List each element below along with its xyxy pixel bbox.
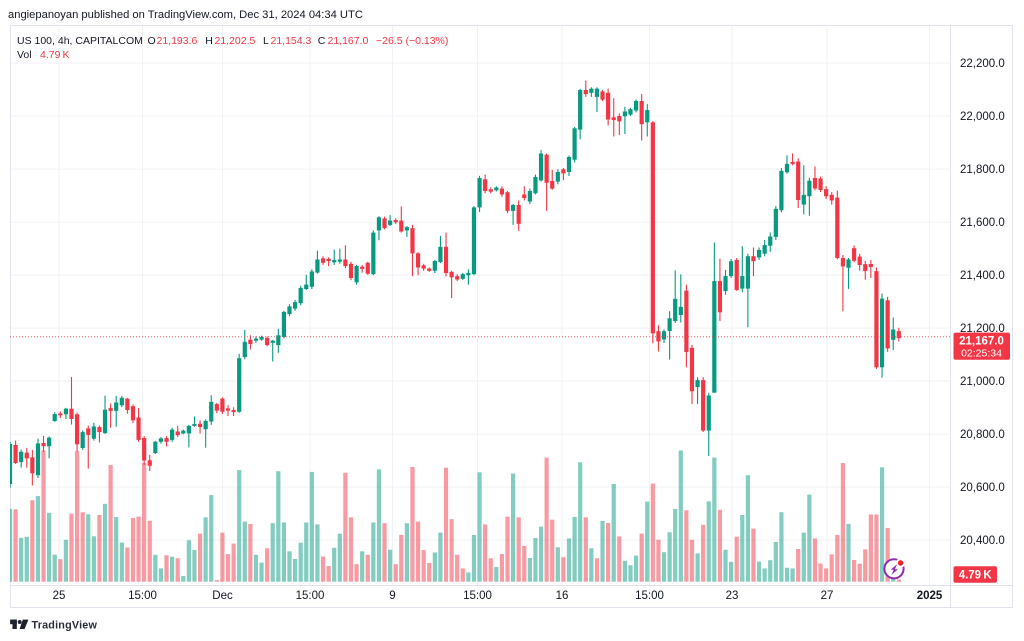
svg-text:22,200.0: 22,200.0 — [960, 58, 1005, 70]
svg-text:angiepanoyan published on Trad: angiepanoyan published on TradingView.co… — [8, 9, 363, 21]
svg-text:02:25:34: 02:25:34 — [961, 347, 1002, 359]
svg-text:20,600.0: 20,600.0 — [960, 482, 1005, 494]
svg-text:22,000.0: 22,000.0 — [960, 111, 1005, 123]
svg-text:4.79 K: 4.79 K — [959, 569, 993, 581]
svg-text:Dec: Dec — [212, 590, 233, 602]
svg-text:L: L — [263, 35, 269, 47]
svg-text:21,167.0: 21,167.0 — [959, 335, 1004, 347]
svg-text:4.79 K: 4.79 K — [40, 49, 70, 61]
svg-text:2025: 2025 — [917, 590, 943, 602]
svg-text:O: O — [148, 35, 156, 47]
svg-text:20,800.0: 20,800.0 — [960, 429, 1005, 441]
svg-text:23: 23 — [726, 590, 739, 602]
svg-text:20,400.0: 20,400.0 — [960, 535, 1005, 547]
svg-text:H: H — [205, 35, 213, 47]
svg-text:−26.5 (−0.13%): −26.5 (−0.13%) — [376, 35, 448, 47]
svg-text:Vol: Vol — [17, 49, 32, 61]
svg-text:15:00: 15:00 — [296, 590, 325, 602]
svg-text:21,800.0: 21,800.0 — [960, 164, 1005, 176]
svg-text:US 100, 4h, CAPITALCOM: US 100, 4h, CAPITALCOM — [17, 35, 143, 47]
svg-text:27: 27 — [821, 590, 834, 602]
svg-text:15:00: 15:00 — [463, 590, 492, 602]
svg-text:21,167.0: 21,167.0 — [328, 35, 369, 47]
svg-text:21,000.0: 21,000.0 — [960, 376, 1005, 388]
svg-text:21,202.5: 21,202.5 — [215, 35, 256, 47]
svg-text:15:00: 15:00 — [128, 590, 157, 602]
svg-text:TradingView: TradingView — [32, 620, 98, 632]
svg-text:21,200.0: 21,200.0 — [960, 323, 1005, 335]
svg-text:15:00: 15:00 — [635, 590, 664, 602]
svg-text:21,193.6: 21,193.6 — [157, 35, 198, 47]
svg-text:9: 9 — [389, 590, 395, 602]
svg-text:21,400.0: 21,400.0 — [960, 270, 1005, 282]
svg-text:21,154.3: 21,154.3 — [271, 35, 312, 47]
svg-text:C: C — [318, 35, 326, 47]
svg-text:21,600.0: 21,600.0 — [960, 217, 1005, 229]
svg-text:16: 16 — [556, 590, 569, 602]
svg-text:25: 25 — [53, 590, 66, 602]
